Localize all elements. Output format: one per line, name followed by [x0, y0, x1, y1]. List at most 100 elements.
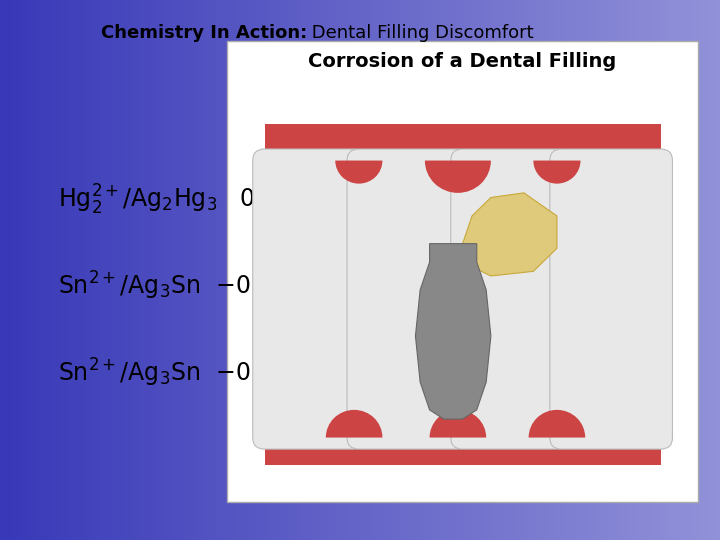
Bar	[266, 0, 270, 540]
Bar	[608, 0, 612, 540]
Bar	[644, 0, 648, 540]
Bar	[86, 0, 90, 540]
Bar	[94, 0, 97, 540]
Bar	[540, 0, 544, 540]
Bar	[288, 0, 292, 540]
Bar	[220, 0, 223, 540]
Bar	[576, 0, 580, 540]
Bar	[169, 0, 173, 540]
Bar	[284, 0, 288, 540]
Bar	[468, 0, 472, 540]
Bar	[36, 0, 40, 540]
Bar	[320, 0, 324, 540]
Bar	[418, 0, 421, 540]
Bar	[428, 0, 432, 540]
Wedge shape	[528, 410, 585, 437]
Bar	[259, 0, 263, 540]
Bar	[619, 0, 623, 540]
Bar	[11, 0, 14, 540]
Bar	[180, 0, 184, 540]
Bar	[673, 0, 677, 540]
Bar	[486, 0, 490, 540]
Polygon shape	[264, 410, 661, 465]
Bar	[324, 0, 328, 540]
Bar	[335, 0, 338, 540]
Bar	[569, 0, 572, 540]
Bar	[277, 0, 281, 540]
Bar	[594, 0, 598, 540]
Bar	[54, 0, 58, 540]
Bar	[551, 0, 554, 540]
Bar	[482, 0, 486, 540]
Bar	[526, 0, 529, 540]
Bar	[194, 0, 198, 540]
Bar	[241, 0, 245, 540]
Bar	[385, 0, 389, 540]
Bar	[533, 0, 536, 540]
Bar	[245, 0, 248, 540]
Bar	[464, 0, 468, 540]
Bar	[450, 0, 454, 540]
Bar	[572, 0, 576, 540]
Bar	[112, 0, 115, 540]
Bar	[490, 0, 493, 540]
Bar	[414, 0, 418, 540]
Bar	[40, 0, 43, 540]
Bar	[238, 0, 241, 540]
Bar	[346, 0, 349, 540]
Bar	[378, 0, 382, 540]
Bar	[454, 0, 457, 540]
Bar	[0, 0, 4, 540]
Bar	[641, 0, 644, 540]
Text: Sn$_8$Hg$\rightarrow$Sn$^{2+}$: Sn$_8$Hg$\rightarrow$Sn$^{2+}$	[417, 271, 490, 286]
Bar	[7, 0, 11, 540]
Bar	[554, 0, 558, 540]
Bar	[313, 0, 317, 540]
Bar	[616, 0, 619, 540]
Bar	[58, 0, 61, 540]
Wedge shape	[336, 160, 382, 184]
Bar	[176, 0, 180, 540]
Bar	[374, 0, 378, 540]
Bar	[14, 0, 18, 540]
Bar	[306, 0, 310, 540]
Bar	[558, 0, 562, 540]
Bar	[198, 0, 202, 540]
Text: Chemistry In Action:: Chemistry In Action:	[101, 24, 307, 42]
Wedge shape	[430, 410, 486, 437]
Bar	[472, 0, 475, 540]
Bar	[187, 0, 191, 540]
Bar	[364, 0, 367, 540]
Bar	[410, 0, 414, 540]
Bar	[122, 0, 126, 540]
Bar	[140, 0, 144, 540]
Bar	[626, 0, 630, 540]
Bar	[634, 0, 637, 540]
Bar	[353, 0, 356, 540]
FancyBboxPatch shape	[347, 149, 469, 449]
Polygon shape	[264, 124, 661, 193]
Bar	[302, 0, 306, 540]
Bar	[666, 0, 670, 540]
Bar	[310, 0, 313, 540]
Bar	[371, 0, 374, 540]
Bar	[443, 0, 446, 540]
Bar	[126, 0, 130, 540]
Bar	[209, 0, 212, 540]
Bar	[583, 0, 587, 540]
Bar	[115, 0, 119, 540]
Bar	[173, 0, 176, 540]
Bar	[360, 0, 364, 540]
Bar	[270, 0, 274, 540]
Bar	[688, 0, 691, 540]
Bar	[670, 0, 673, 540]
Bar	[400, 0, 403, 540]
Bar	[706, 0, 709, 540]
Bar	[83, 0, 86, 540]
Bar	[403, 0, 407, 540]
Text: Sn$^{2+}$/Ag$_3$Sn  $-$0.05 V: Sn$^{2+}$/Ag$_3$Sn $-$0.05 V	[58, 270, 312, 302]
Bar	[328, 0, 331, 540]
Bar	[281, 0, 284, 540]
Bar	[389, 0, 392, 540]
Bar	[47, 0, 50, 540]
